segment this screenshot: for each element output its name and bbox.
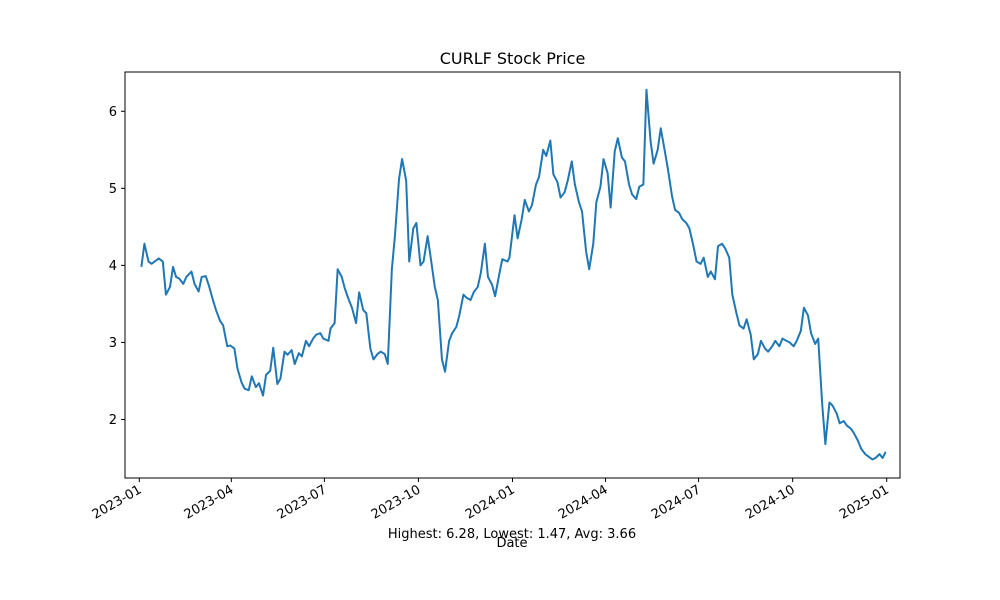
y-axis-ticks: 2 3 4 5 6 [109, 105, 125, 428]
series-line-0 [140, 88, 887, 461]
x-axis-label: Date [496, 536, 527, 551]
plot-area [140, 88, 887, 461]
y-tick-label: 5 [109, 182, 117, 197]
y-tick-label: 6 [109, 105, 117, 120]
y-tick-label: 3 [109, 336, 117, 351]
chart-title: CURLF Stock Price [440, 49, 586, 68]
y-tick-label: 4 [109, 259, 117, 274]
stats-footer: Highest: 6.28, Lowest: 1.47, Avg: 3.66 [388, 527, 636, 542]
axes-frame [124, 71, 901, 479]
y-tick-label: 2 [109, 413, 117, 428]
